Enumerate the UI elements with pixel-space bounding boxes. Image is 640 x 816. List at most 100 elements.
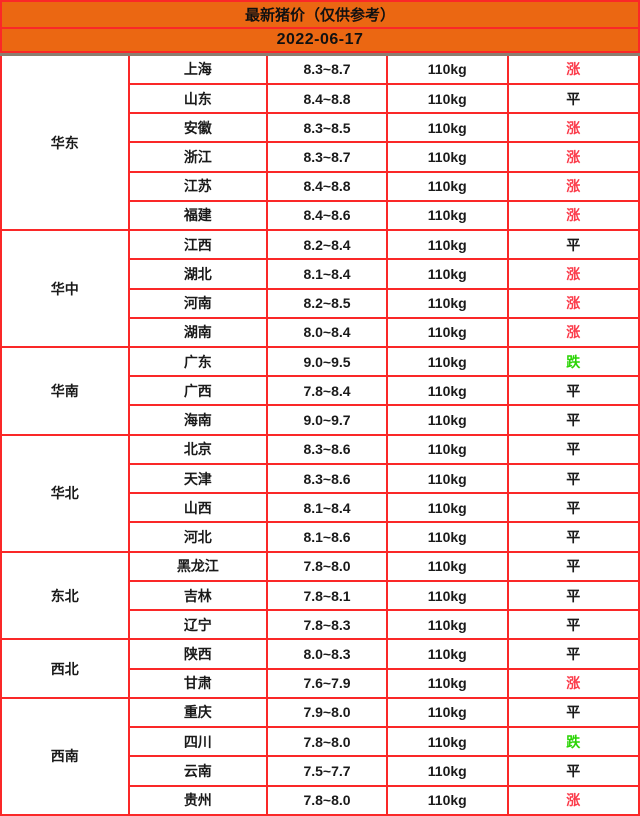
province-cell: 江苏 bbox=[127, 170, 269, 202]
province-cell: 海南 bbox=[127, 404, 269, 436]
trend-cell: 平 bbox=[506, 638, 640, 670]
table-row: 贵州 7.8~8.0 110kg 涨 bbox=[1, 784, 640, 816]
region-cell: 西北 bbox=[0, 638, 130, 699]
weight-cell: 110kg bbox=[385, 579, 509, 612]
trend-cell: 平 bbox=[506, 755, 640, 787]
weight-cell: 110kg bbox=[385, 667, 509, 699]
table-row: 四川 7.8~8.0 110kg 跌 bbox=[1, 726, 640, 758]
province-cell: 云南 bbox=[127, 755, 269, 787]
weight-cell: 110kg bbox=[385, 258, 509, 290]
trend-cell: 涨 bbox=[506, 287, 640, 319]
table-row: 湖北 8.1~8.4 110kg 涨 bbox=[1, 258, 640, 290]
trend-cell: 跌 bbox=[506, 346, 640, 378]
province-cell: 天津 bbox=[127, 462, 269, 495]
trend-cell: 平 bbox=[506, 433, 640, 465]
table-row: 广西 7.8~8.4 110kg 平 bbox=[1, 375, 640, 407]
table-row: 天津 8.3~8.6 110kg 平 bbox=[1, 462, 640, 495]
price-cell: 7.8~8.0 bbox=[266, 726, 388, 758]
price-cell: 8.4~8.8 bbox=[266, 82, 388, 115]
trend-cell: 跌 bbox=[506, 726, 640, 758]
region-cell: 华东 bbox=[0, 56, 130, 232]
weight-cell: 110kg bbox=[385, 346, 509, 378]
trend-cell: 涨 bbox=[506, 141, 640, 173]
price-cell: 9.0~9.7 bbox=[266, 404, 388, 436]
province-cell: 福建 bbox=[127, 199, 269, 232]
table-row: 辽宁 7.8~8.3 110kg 平 bbox=[1, 609, 640, 641]
price-cell: 8.3~8.6 bbox=[266, 462, 388, 495]
weight-cell: 110kg bbox=[385, 521, 509, 553]
weight-cell: 110kg bbox=[385, 433, 509, 465]
trend-cell: 平 bbox=[506, 492, 640, 524]
trend-cell: 平 bbox=[506, 404, 640, 436]
province-cell: 黑龙江 bbox=[127, 550, 269, 582]
trend-cell: 涨 bbox=[506, 170, 640, 202]
table-row: 海南 9.0~9.7 110kg 平 bbox=[1, 404, 640, 436]
trend-cell: 平 bbox=[506, 550, 640, 582]
weight-cell: 110kg bbox=[385, 316, 509, 349]
weight-cell: 110kg bbox=[385, 82, 509, 115]
weight-cell: 110kg bbox=[385, 287, 509, 319]
date-label: 2022-06-17 bbox=[0, 29, 640, 53]
table-row: 浙江 8.3~8.7 110kg 涨 bbox=[1, 141, 640, 173]
trend-cell: 平 bbox=[506, 696, 640, 729]
weight-cell: 110kg bbox=[385, 375, 509, 407]
table-row: 华中 江西 8.2~8.4 110kg 平 bbox=[0, 229, 640, 349]
price-cell: 8.3~8.5 bbox=[266, 112, 388, 144]
weight-cell: 110kg bbox=[385, 199, 509, 232]
weight-cell: 110kg bbox=[385, 784, 509, 816]
table-row: 西南 重庆 7.9~8.0 110kg 平 bbox=[0, 696, 640, 816]
weight-cell: 110kg bbox=[385, 112, 509, 144]
province-cell: 广西 bbox=[127, 375, 269, 407]
price-cell: 8.0~8.4 bbox=[266, 316, 388, 349]
province-cell: 山东 bbox=[127, 82, 269, 115]
province-cell: 重庆 bbox=[127, 696, 269, 729]
table-body: 华东 上海 8.3~8.7 110kg 涨山东 8.4~8.8 110kg 平安徽 8.3~8.… bbox=[0, 56, 640, 816]
price-cell: 7.8~8.0 bbox=[266, 784, 388, 816]
price-cell: 8.3~8.7 bbox=[266, 141, 388, 173]
province-cell: 浙江 bbox=[127, 141, 269, 173]
trend-cell: 涨 bbox=[506, 112, 640, 144]
weight-cell: 110kg bbox=[385, 755, 509, 787]
price-cell: 8.4~8.8 bbox=[266, 170, 388, 202]
price-cell: 7.9~8.0 bbox=[266, 696, 388, 729]
table-row: 湖南 8.0~8.4 110kg 涨 bbox=[1, 316, 640, 349]
table-row: 华南 广东 9.0~9.5 110kg 跌 bbox=[0, 346, 640, 436]
trend-cell: 涨 bbox=[506, 316, 640, 349]
weight-cell: 110kg bbox=[385, 170, 509, 202]
trend-cell: 涨 bbox=[506, 199, 640, 232]
weight-cell: 110kg bbox=[385, 141, 509, 173]
province-cell: 四川 bbox=[127, 726, 269, 758]
trend-cell: 涨 bbox=[506, 667, 640, 699]
table-row: 华东 上海 8.3~8.7 110kg 涨 bbox=[0, 56, 640, 232]
province-cell: 河南 bbox=[127, 287, 269, 319]
weight-cell: 110kg bbox=[385, 462, 509, 495]
table-row: 安徽 8.3~8.5 110kg 涨 bbox=[1, 112, 640, 144]
weight-cell: 110kg bbox=[385, 726, 509, 758]
table-row: 东北 黑龙江 7.8~8.0 110kg 平 bbox=[0, 550, 640, 641]
region-cell: 华北 bbox=[0, 433, 130, 553]
price-cell: 7.8~8.1 bbox=[266, 579, 388, 612]
table-row: 江苏 8.4~8.8 110kg 涨 bbox=[1, 170, 640, 202]
price-cell: 8.2~8.5 bbox=[266, 287, 388, 319]
province-cell: 安徽 bbox=[127, 112, 269, 144]
weight-cell: 110kg bbox=[385, 609, 509, 641]
table-row: 福建 8.4~8.6 110kg 涨 bbox=[1, 199, 640, 232]
province-cell: 吉林 bbox=[127, 579, 269, 612]
price-cell: 8.3~8.7 bbox=[266, 56, 388, 85]
province-cell: 北京 bbox=[127, 433, 269, 465]
region-cell: 东北 bbox=[0, 550, 130, 641]
header-divider bbox=[0, 53, 640, 56]
price-cell: 7.5~7.7 bbox=[266, 755, 388, 787]
trend-cell: 涨 bbox=[506, 56, 640, 85]
province-cell: 甘肃 bbox=[127, 667, 269, 699]
trend-cell: 平 bbox=[506, 375, 640, 407]
weight-cell: 110kg bbox=[385, 550, 509, 582]
trend-cell: 涨 bbox=[506, 258, 640, 290]
price-cell: 7.8~8.0 bbox=[266, 550, 388, 582]
pig-price-table: 华东 上海 8.3~8.7 110kg 涨山东 8.4~8.8 110kg 平安徽 8.3~8.… bbox=[0, 56, 640, 816]
weight-cell: 110kg bbox=[385, 404, 509, 436]
province-cell: 湖南 bbox=[127, 316, 269, 349]
table-row: 河南 8.2~8.5 110kg 涨 bbox=[1, 287, 640, 319]
price-cell: 7.8~8.3 bbox=[266, 609, 388, 641]
